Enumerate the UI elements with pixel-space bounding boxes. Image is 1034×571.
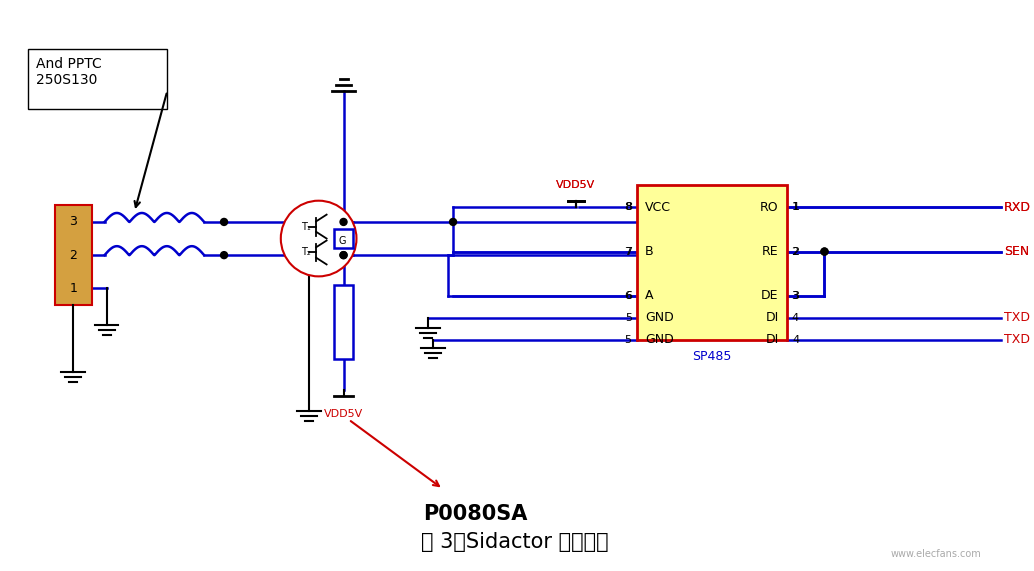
Text: DE: DE: [761, 289, 779, 302]
Text: TXD: TXD: [1004, 333, 1030, 346]
Text: 2: 2: [793, 247, 799, 256]
Circle shape: [340, 252, 347, 259]
Bar: [55, 206, 92, 305]
Text: 6: 6: [626, 291, 633, 301]
Text: 8: 8: [625, 203, 632, 212]
Text: DE: DE: [761, 289, 779, 302]
Text: A: A: [645, 289, 653, 302]
Circle shape: [340, 219, 347, 226]
Text: SEN: SEN: [1004, 245, 1029, 258]
Text: RXD: RXD: [1004, 201, 1031, 214]
Text: VCC: VCC: [645, 201, 671, 214]
Text: 图 3：Sidactor 保护方案: 图 3：Sidactor 保护方案: [421, 532, 609, 552]
Text: 5: 5: [625, 335, 632, 345]
Text: VDD5V: VDD5V: [556, 179, 596, 190]
Text: GND: GND: [645, 311, 674, 324]
Text: 6: 6: [625, 291, 632, 301]
Text: 4: 4: [793, 335, 799, 345]
Text: B: B: [645, 245, 653, 258]
Bar: [334, 286, 354, 359]
Text: RE: RE: [762, 245, 779, 258]
Text: 5: 5: [626, 313, 633, 323]
Text: 1: 1: [792, 203, 798, 212]
Text: DI: DI: [765, 311, 779, 324]
Text: A: A: [645, 289, 653, 302]
Text: RXD: RXD: [1004, 201, 1031, 214]
Text: 1: 1: [793, 203, 799, 212]
Circle shape: [220, 252, 227, 259]
Text: And PPTC
250S130: And PPTC 250S130: [36, 57, 101, 87]
Text: RO: RO: [760, 201, 779, 214]
Text: 3: 3: [792, 291, 798, 301]
Text: DI: DI: [765, 333, 779, 346]
Bar: [334, 230, 354, 248]
Text: GND: GND: [645, 333, 674, 346]
Text: RE: RE: [762, 245, 779, 258]
Bar: [637, 186, 787, 340]
Text: P0080SA: P0080SA: [423, 504, 527, 524]
Text: G: G: [338, 235, 346, 246]
Text: 4: 4: [792, 313, 798, 323]
Text: TXD: TXD: [1004, 311, 1030, 324]
Text: 2: 2: [792, 247, 798, 256]
Circle shape: [450, 219, 457, 226]
Text: VDD5V: VDD5V: [324, 409, 363, 420]
Text: SP485: SP485: [693, 349, 732, 363]
Text: VCC: VCC: [645, 201, 671, 214]
Text: 1: 1: [69, 282, 78, 295]
Text: SEN: SEN: [1004, 245, 1029, 258]
Text: RO: RO: [760, 201, 779, 214]
Text: 3: 3: [793, 291, 799, 301]
Text: T₁: T₁: [301, 222, 310, 232]
Text: 7: 7: [625, 247, 632, 256]
Text: T₂: T₂: [301, 247, 310, 258]
Text: 3: 3: [69, 215, 78, 228]
Text: B: B: [645, 245, 653, 258]
Circle shape: [220, 219, 227, 226]
Bar: [28, 49, 168, 108]
Circle shape: [340, 252, 347, 259]
Circle shape: [821, 248, 828, 255]
Text: 7: 7: [626, 247, 633, 256]
Text: 2: 2: [69, 248, 78, 262]
Text: VDD5V: VDD5V: [556, 179, 596, 190]
Circle shape: [281, 200, 357, 276]
Text: www.elecfans.com: www.elecfans.com: [890, 549, 981, 559]
Text: 8: 8: [626, 203, 633, 212]
Circle shape: [821, 248, 828, 255]
